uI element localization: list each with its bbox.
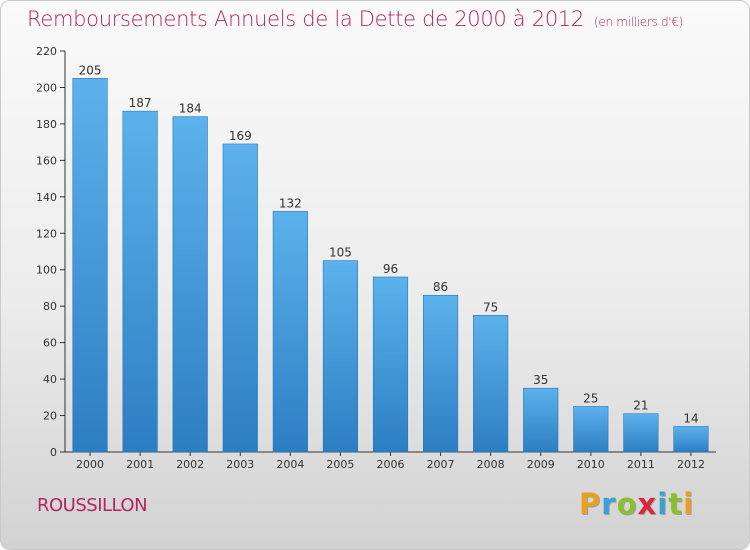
bar-2010 — [573, 406, 609, 453]
y-tick-label: 80 — [43, 300, 57, 313]
logo-letter: r — [601, 487, 617, 521]
x-tick-label: 2010 — [577, 458, 605, 471]
bar-2008 — [473, 314, 509, 453]
bar-2009 — [523, 387, 559, 453]
bar-2000 — [72, 78, 108, 453]
chart-title: Remboursements Annuels de la Dette de 20… — [27, 7, 683, 31]
value-label: 184 — [179, 102, 202, 116]
value-label: 86 — [433, 280, 448, 294]
bar-2006 — [372, 276, 409, 453]
x-tick-label: 2006 — [377, 458, 405, 471]
x-tick-label: 2003 — [226, 458, 254, 471]
y-tick-label: 20 — [43, 410, 57, 423]
y-tick-label: 140 — [36, 191, 57, 204]
proxiti-logo: Proxiti — [579, 487, 694, 521]
bar-2011 — [623, 413, 659, 453]
y-tick-label: 160 — [36, 154, 57, 167]
value-label: 14 — [683, 411, 698, 425]
value-label: 96 — [383, 262, 398, 276]
bar-2005 — [322, 260, 358, 453]
value-label: 21 — [633, 399, 648, 413]
y-tick-label: 200 — [36, 81, 57, 94]
y-tick-label: 180 — [36, 118, 57, 131]
place-name: ROUSSILLON — [37, 495, 148, 516]
y-tick-label: 120 — [36, 227, 57, 240]
x-tick-label: 2009 — [527, 458, 555, 471]
chart-unit-note: (en milliers d'€) — [594, 15, 684, 29]
logo-letter: o — [616, 487, 638, 521]
chart-title-text: Remboursements Annuels de la Dette de 20… — [27, 7, 584, 31]
x-tick-label: 2000 — [76, 458, 104, 471]
bar-2003 — [222, 143, 258, 453]
value-label: 205 — [79, 63, 102, 77]
y-tick-label: 100 — [36, 264, 57, 277]
y-tick-label: 0 — [50, 446, 57, 459]
value-label: 35 — [533, 373, 548, 387]
value-label: 169 — [229, 129, 252, 143]
bar-2004 — [272, 211, 308, 453]
y-tick-label: 40 — [43, 373, 57, 386]
bar-2007 — [423, 294, 459, 453]
x-tick-label: 2001 — [126, 458, 154, 471]
value-label: 75 — [483, 300, 498, 314]
logo-letter: P — [579, 487, 602, 521]
logo-letter: i — [683, 487, 695, 521]
x-tick-label: 2004 — [276, 458, 304, 471]
logo-letter: x — [637, 487, 658, 521]
value-label: 25 — [583, 391, 598, 405]
x-tick-label: 2002 — [176, 458, 204, 471]
value-label: 105 — [329, 246, 352, 260]
y-tick-label: 60 — [43, 337, 57, 350]
bar-2001 — [122, 110, 158, 453]
x-tick-label: 2012 — [677, 458, 705, 471]
x-tick-label: 2005 — [326, 458, 354, 471]
x-tick-label: 2007 — [427, 458, 455, 471]
y-tick-label: 220 — [36, 45, 57, 58]
bar-2002 — [172, 116, 208, 453]
x-tick-label: 2008 — [477, 458, 505, 471]
value-label: 187 — [129, 96, 152, 110]
value-label: 132 — [279, 196, 302, 210]
x-tick-label: 2011 — [627, 458, 655, 471]
logo-letter: t — [668, 487, 684, 521]
bar-2012 — [673, 426, 709, 453]
logo-letter: i — [657, 487, 669, 521]
